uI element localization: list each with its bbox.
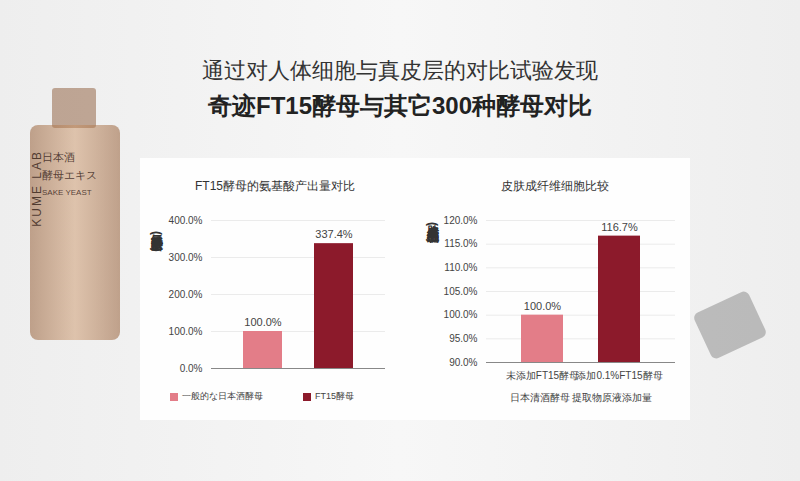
svg-text:105.0%: 105.0% [444,286,478,297]
html-text:KUME LAB: KUME LAB [30,150,44,227]
svg-text:100.0%: 100.0% [169,326,203,337]
svg-text:0.0%: 0.0% [180,363,203,374]
svg-text:300.0%: 300.0% [169,252,203,263]
svg-text:337.4%: 337.4% [315,228,353,240]
svg-text:未添加FT15酵母: 未添加FT15酵母 [506,370,579,381]
html-text:一般的な日本酒酵母: 一般的な日本酒酵母 [182,391,263,401]
svg-text:日本清酒酵母 提取物原液添加量: 日本清酒酵母 提取物原液添加量 [510,392,653,403]
svg-text:200.0%: 200.0% [169,289,203,300]
html-text:通过对人体细胞与真皮层的对比试验发现: 通过对人体细胞与真皮层的对比试验发现 [202,58,598,83]
html-text:皮肤成纤维细胞比较: 皮肤成纤维细胞比较 [501,179,609,193]
svg-text:400.0%: 400.0% [169,215,203,226]
svg-text:120.0%: 120.0% [444,215,478,226]
svg-text:100.0%: 100.0% [444,309,478,320]
svg-text:100.0%: 100.0% [244,316,282,328]
html-text:FT15酵母: FT15酵母 [315,391,354,401]
svg-text:添加0.1%FT15酵母: 添加0.1%FT15酵母 [576,370,662,381]
html-text:酵母エキス: 酵母エキス [42,169,97,181]
svg-text:115.0%: 115.0% [444,238,477,249]
svg-text:100.0%: 100.0% [524,300,562,312]
svg-text:90.0%: 90.0% [449,357,477,368]
html-text:奇迹FT15酵母与其它300种酵母对比: 奇迹FT15酵母与其它300种酵母对比 [208,92,592,119]
svg-text:95.0%: 95.0% [449,333,477,344]
html-text:氨基酸产出量(%): 氨基酸产出量(%) [150,225,164,253]
svg-text:110.0%: 110.0% [444,262,477,273]
html-text:日本酒: 日本酒 [42,151,75,163]
html-text:皮肤成纤维细胞(%): 皮肤成纤维细胞(%) [426,215,440,244]
svg-text:116.7%: 116.7% [601,221,638,233]
html-text:SAKE YEAST: SAKE YEAST [42,188,92,197]
html-text:FT15酵母的氨基酸产出量对比: FT15酵母的氨基酸产出量对比 [195,179,355,193]
